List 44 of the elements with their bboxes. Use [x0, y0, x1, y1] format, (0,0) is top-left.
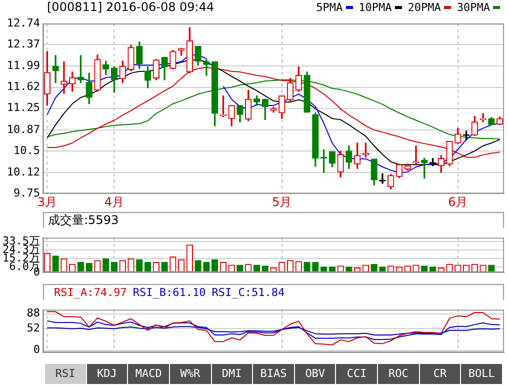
x-tick-label: 3月 [37, 194, 58, 209]
legend-label: 30PMA [456, 1, 491, 14]
text: MACD [128, 364, 170, 384]
y-tick-label: 88 [26, 306, 40, 320]
chart-title: [000811] 2016-06-08 09:44 [47, 0, 214, 15]
bar [212, 259, 218, 272]
candlestick [52, 55, 59, 84]
candlestick [203, 59, 210, 76]
legend-label: 20PMA [408, 1, 442, 14]
text: RSI_C:51.84 [212, 286, 285, 299]
y-tick-label: 12.74 [6, 16, 40, 30]
text: ROC [378, 364, 420, 384]
text: CCI [336, 364, 378, 384]
y-tick-label: 52 [26, 322, 40, 335]
chart-title: 成交量:5593 [48, 213, 119, 228]
bar [194, 260, 202, 272]
bar [102, 258, 110, 272]
text: BOLL [461, 364, 503, 384]
text: RSI_B:61.10 [132, 286, 206, 299]
y-tick-label: 10.12 [6, 165, 40, 178]
text: DMI [212, 364, 254, 384]
x-tick-label: 6月 [448, 194, 468, 209]
text: BIAS [253, 364, 295, 384]
candlestick [60, 61, 68, 94]
text: W%R [170, 364, 212, 384]
y-tick-label: 10.5 [14, 144, 40, 157]
x-tick-label: 5月 [272, 194, 292, 209]
y-tick-label: 11.25 [6, 101, 40, 114]
y-tick-label: 12.37 [6, 37, 40, 50]
y-tick-label: 11.62 [6, 80, 40, 94]
y-tick-label: 0 [33, 343, 40, 356]
text: OBV [294, 364, 336, 384]
bar [52, 256, 59, 272]
bar [136, 259, 143, 272]
legend-label: 5PMA [316, 1, 344, 14]
text: CR [420, 364, 462, 384]
y-tick-label: 9.75 [14, 186, 40, 200]
series-label: RSI_A:74.97 [54, 286, 127, 299]
y-tick-label: 10.87 [6, 122, 40, 136]
text: RSI [45, 364, 87, 384]
x-tick-label: 4月 [104, 194, 124, 209]
legend-label: 10PMA [358, 1, 393, 14]
y-tick-label: 11.99 [6, 59, 40, 72]
text: KDJ [86, 364, 128, 384]
